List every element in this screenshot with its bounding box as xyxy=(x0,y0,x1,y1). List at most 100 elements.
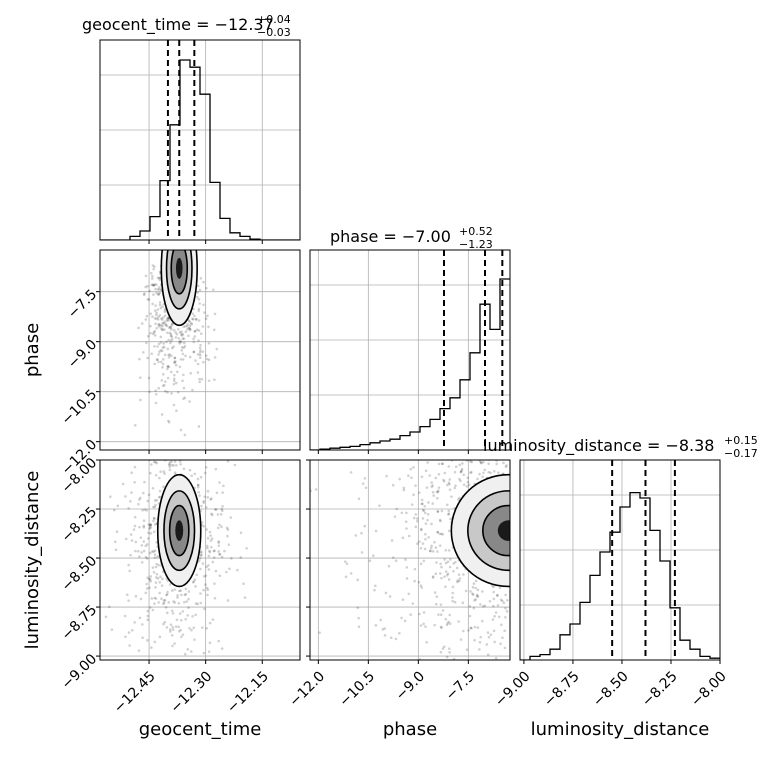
scatter-point-2-0-4 xyxy=(164,606,168,609)
scatter-point-2-0-453 xyxy=(160,584,164,587)
scatter-point-2-0-245 xyxy=(133,480,136,484)
scatter-point-2-0-193 xyxy=(188,419,191,422)
scatter-point-2-1-201 xyxy=(470,470,473,474)
scatter-point-2-0-128 xyxy=(208,446,211,449)
scatter-point-1-0-399 xyxy=(184,330,188,333)
scatter-point-1-0-427 xyxy=(174,336,178,339)
scatter-point-2-0-27 xyxy=(162,622,165,626)
scatter-point-2-0-165 xyxy=(129,500,132,503)
scatter-point-1-0-443 xyxy=(154,392,158,396)
scatter-point-2-1-401 xyxy=(385,474,388,478)
scatter-point-2-0-577 xyxy=(190,628,193,632)
scatter-point-2-1-346 xyxy=(495,462,499,466)
scatter-point-2-0-171 xyxy=(149,526,152,530)
scatter-point-1-0-420 xyxy=(200,377,204,381)
scatter-point-2-0-239 xyxy=(123,614,127,618)
scatter-point-1-0-629 xyxy=(205,286,208,290)
scatter-point-2-0-296 xyxy=(160,597,163,600)
scatter-point-1-0-564 xyxy=(199,277,203,280)
scatter-point-1-0-143 xyxy=(204,317,208,321)
scatter-point-1-0-243 xyxy=(158,313,162,317)
scatter-point-1-0-311 xyxy=(174,360,177,364)
scatter-point-2-0-136 xyxy=(177,418,180,421)
scatter-point-2-0-199 xyxy=(133,621,136,624)
scatter-point-1-0-641 xyxy=(175,409,178,413)
scatter-point-2-0-26 xyxy=(161,577,164,581)
scatter-point-1-0-540 xyxy=(198,377,201,381)
scatter-point-2-0-583 xyxy=(182,467,186,471)
scatter-point-1-0-12 xyxy=(196,284,200,288)
xtick-label-geocent_time-2: −12.15 xyxy=(224,668,272,716)
scatter-point-2-1-542 xyxy=(482,460,485,464)
scatter-point-2-0-488 xyxy=(202,429,205,432)
scatter-point-1-0-597 xyxy=(207,325,210,329)
scatter-point-2-0-64 xyxy=(172,464,175,467)
scatter-point-2-1-146 xyxy=(421,502,424,506)
scatter-point-2-1-485 xyxy=(443,558,446,561)
scatter-point-1-0-254 xyxy=(183,344,187,348)
scatter-point-2-0-375 xyxy=(138,525,141,529)
scatter-point-2-0-507 xyxy=(174,432,177,435)
scatter-point-2-0-97 xyxy=(115,530,119,534)
ytick-label-phase-3: −7.5 xyxy=(65,287,100,322)
scatter-point-2-1-634 xyxy=(433,426,436,429)
scatter-point-2-1-496 xyxy=(402,486,406,490)
scatter-point-1-0-83 xyxy=(198,346,202,350)
scatter-point-1-0-108 xyxy=(163,308,167,312)
scatter-point-2-0-458 xyxy=(146,499,149,503)
scatter-point-2-0-230 xyxy=(200,553,203,557)
scatter-point-1-0-545 xyxy=(193,335,197,338)
scatter-point-2-0-53 xyxy=(166,590,169,594)
scatter-point-2-0-6 xyxy=(140,544,144,547)
scatter-point-2-0-373 xyxy=(201,446,204,449)
scatter-point-2-0-609 xyxy=(157,495,161,499)
scatter-point-2-1-572 xyxy=(487,403,490,406)
scatter-point-2-1-544 xyxy=(412,516,416,520)
scatter-point-2-1-518 xyxy=(481,475,485,478)
scatter-point-2-1-333 xyxy=(443,436,446,439)
scatter-point-2-1-579 xyxy=(502,456,505,459)
scatter-point-2-1-184 xyxy=(411,602,415,605)
panel-luminosity_distance-luminosity_distance-frame xyxy=(519,459,721,661)
scatter-point-2-1-129 xyxy=(446,560,450,564)
scatter-point-2-1-362 xyxy=(354,534,358,537)
scatter-point-1-0-164 xyxy=(139,376,142,379)
scatter-point-1-0-145 xyxy=(172,345,175,348)
scatter-point-1-0-158 xyxy=(193,330,197,333)
scatter-point-1-0-530 xyxy=(207,341,211,345)
scatter-point-2-1-482 xyxy=(495,418,498,421)
scatter-point-2-1-156 xyxy=(424,537,427,541)
scatter-point-2-0-462 xyxy=(142,540,145,543)
scatter-point-1-0-181 xyxy=(160,317,163,320)
scatter-point-1-0-19 xyxy=(161,346,165,349)
scatter-point-2-0-480 xyxy=(175,618,179,622)
scatter-point-2-1-678 xyxy=(468,614,472,618)
scatter-point-2-0-228 xyxy=(207,650,211,653)
scatter-point-2-1-648 xyxy=(436,377,439,380)
scatter-point-1-0-183 xyxy=(211,288,215,292)
scatter-point-1-0-285 xyxy=(213,378,216,381)
scatter-point-2-1-210 xyxy=(454,560,457,564)
scatter-point-2-1-88 xyxy=(447,512,451,516)
scatter-point-2-0-676 xyxy=(236,568,239,572)
scatter-point-2-1-361 xyxy=(448,651,451,654)
xtick-label-phase-3: −7.5 xyxy=(443,668,478,703)
scatter-point-2-0-99 xyxy=(168,465,171,469)
scatter-point-2-1-526 xyxy=(453,470,457,474)
scatter-point-1-0-685 xyxy=(154,401,158,405)
scatter-point-2-1-536 xyxy=(462,573,465,576)
scatter-point-1-0-636 xyxy=(172,403,176,407)
scatter-point-1-0-105 xyxy=(184,324,187,328)
scatter-point-2-0-684 xyxy=(148,606,152,609)
scatter-point-2-0-93 xyxy=(223,451,226,454)
scatter-point-2-1-630 xyxy=(422,611,426,614)
scatter-point-1-0-646 xyxy=(213,312,217,316)
scatter-point-2-0-551 xyxy=(202,525,206,528)
scatter-point-1-0-398 xyxy=(153,309,157,312)
scatter-point-2-0-127 xyxy=(145,447,148,450)
scatter-point-2-1-699 xyxy=(482,471,485,475)
scatter-point-2-0-227 xyxy=(156,434,159,437)
scatter-point-2-1-561 xyxy=(440,626,443,629)
scatter-point-1-0-619 xyxy=(161,358,165,361)
scatter-point-2-0-697 xyxy=(180,675,183,678)
